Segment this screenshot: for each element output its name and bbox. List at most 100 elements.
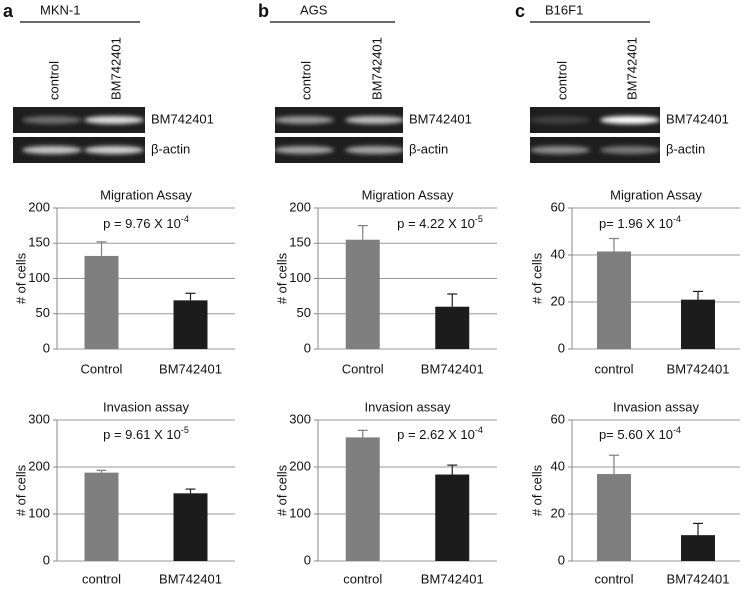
y-tick-label: 60	[551, 411, 565, 426]
lane-label: BM742401	[369, 37, 384, 100]
gel-band	[274, 146, 334, 154]
error-bar	[693, 522, 703, 536]
gel-band	[84, 116, 144, 124]
lane-label: BM742401	[624, 37, 639, 100]
error-bar	[609, 454, 619, 475]
y-tick-label: 40	[551, 246, 565, 261]
gel-band	[84, 146, 144, 154]
band-label: β-actin	[409, 141, 448, 156]
lane-label: BM742401	[108, 37, 123, 100]
cell-line: MKN-1	[40, 2, 80, 17]
p-value: p = 9.76 X 10-4	[103, 214, 189, 231]
y-tick-label: 40	[551, 458, 565, 473]
bar	[84, 255, 119, 349]
error-bar	[357, 429, 368, 438]
p-value-text: p= 5.60 X 10	[599, 427, 673, 442]
gel-band	[345, 146, 405, 154]
bar	[435, 474, 470, 561]
chart-title: Migration Assay	[100, 187, 192, 202]
band-label: β-actin	[666, 141, 705, 156]
bar	[681, 299, 715, 349]
p-value-text: p = 4.22 X 10	[397, 216, 475, 231]
y-tick-label: 100	[289, 270, 311, 285]
error-bar	[185, 488, 196, 494]
x-tick-label: BM742401	[667, 571, 730, 586]
x-tick-label: control	[594, 361, 633, 376]
chart-title: Invasion assay	[613, 399, 699, 414]
y-tick-label: 50	[297, 305, 311, 320]
gel-band	[22, 116, 82, 124]
x-tick-label: control	[82, 571, 121, 586]
p-value-text: p = 9.61 X 10	[103, 427, 181, 442]
y-tick-label: 0	[558, 552, 565, 567]
x-tick-label: BM742401	[667, 361, 730, 376]
x-tick-label: BM742401	[421, 361, 484, 376]
bar	[345, 239, 380, 349]
p-value-exponent: -4	[673, 214, 681, 224]
lane-label: control	[46, 61, 61, 100]
chart-title: Invasion assay	[365, 399, 451, 414]
bar	[597, 251, 631, 349]
p-value-exponent: -5	[475, 214, 483, 224]
y-tick-label: 200	[28, 199, 50, 214]
panel-letter: a	[3, 1, 14, 21]
lane-label: control	[554, 61, 569, 100]
chart-title: Migration Assay	[362, 187, 454, 202]
y-axis-label: # of cells	[274, 464, 289, 516]
y-axis-label: # of cells	[529, 464, 544, 516]
error-bar	[185, 292, 196, 301]
x-tick-label: BM742401	[421, 571, 484, 586]
y-tick-label: 0	[43, 552, 50, 567]
p-value: p = 4.22 X 10-5	[397, 214, 483, 231]
p-value-exponent: -4	[673, 425, 681, 435]
p-value-exponent: -5	[181, 425, 189, 435]
panel-letter: c	[515, 1, 525, 21]
p-value-text: p = 2.62 X 10	[397, 427, 475, 442]
y-tick-label: 0	[43, 340, 50, 355]
p-value-exponent: -4	[475, 425, 483, 435]
gel-band	[345, 116, 405, 124]
x-tick-label: Control	[342, 361, 384, 376]
p-value: p= 1.96 X 10-4	[599, 214, 681, 231]
y-tick-label: 0	[558, 340, 565, 355]
gel-band	[600, 146, 660, 154]
gel-band	[22, 146, 82, 154]
y-tick-label: 100	[28, 270, 50, 285]
gel-band	[600, 116, 660, 124]
p-value-text: p = 9.76 X 10	[103, 216, 181, 231]
y-tick-label: 100	[289, 505, 311, 520]
chart-title: Migration Assay	[610, 187, 702, 202]
bar	[84, 472, 119, 561]
bar	[173, 493, 208, 561]
cell-line: AGS	[300, 2, 328, 17]
panel-letter: b	[258, 1, 269, 21]
y-tick-label: 150	[289, 235, 311, 250]
band-label: BM742401	[151, 111, 214, 126]
y-tick-label: 200	[28, 458, 50, 473]
gel-band	[530, 146, 590, 154]
x-tick-label: BM742401	[159, 361, 222, 376]
p-value: p= 5.60 X 10-4	[599, 425, 681, 442]
y-tick-label: 0	[304, 552, 311, 567]
y-tick-label: 20	[551, 505, 565, 520]
x-tick-label: control	[594, 571, 633, 586]
error-bar	[96, 241, 107, 256]
y-tick-label: 200	[289, 458, 311, 473]
y-tick-label: 300	[28, 411, 50, 426]
x-tick-label: BM742401	[159, 571, 222, 586]
bar	[345, 437, 380, 561]
p-value: p = 2.62 X 10-4	[397, 425, 483, 442]
y-tick-label: 150	[28, 235, 50, 250]
chart-title: Invasion assay	[103, 399, 189, 414]
p-value-exponent: -4	[181, 214, 189, 224]
band-label: β-actin	[151, 141, 190, 156]
error-bar	[693, 290, 703, 300]
gel-band	[274, 116, 334, 124]
y-tick-label: 300	[289, 411, 311, 426]
cell-line: B16F1	[545, 2, 583, 17]
y-tick-label: 100	[28, 505, 50, 520]
y-tick-label: 0	[304, 340, 311, 355]
error-bar	[447, 293, 458, 307]
p-value: p = 9.61 X 10-5	[103, 425, 189, 442]
